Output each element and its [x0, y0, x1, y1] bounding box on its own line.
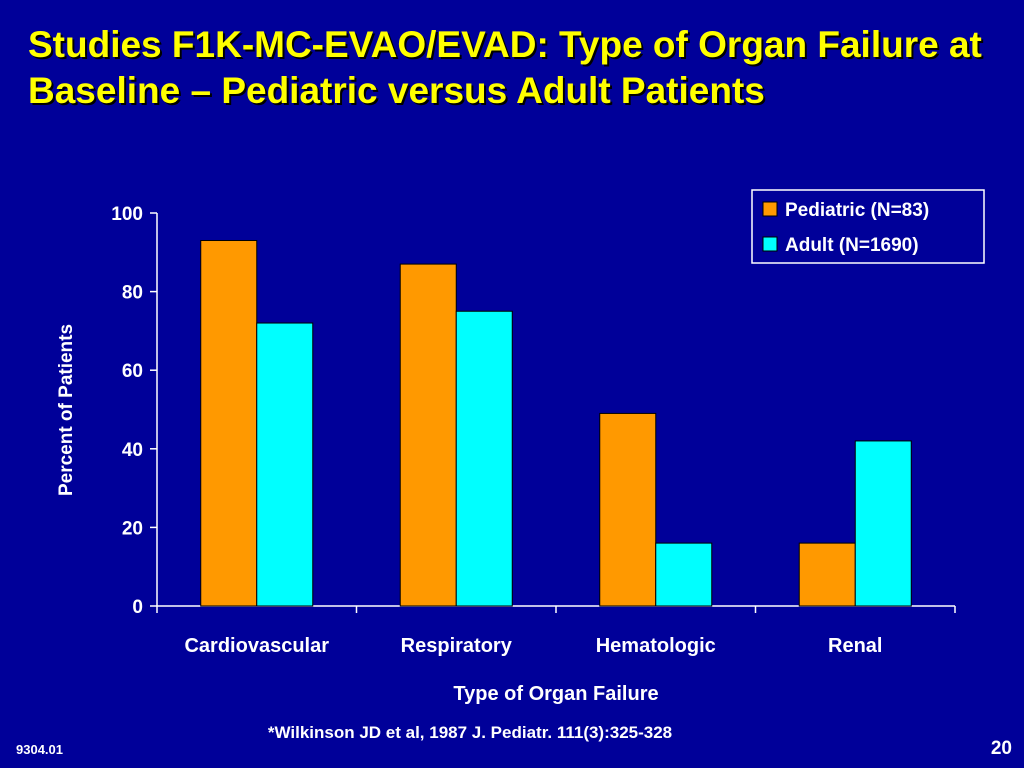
bar-pediatric-renal [798, 542, 856, 607]
y-tick-label: 100 [111, 204, 143, 225]
y-tick-label: 80 [122, 283, 143, 304]
y-axis-label: Percent of Patients [56, 324, 77, 496]
bar-pediatric-respiratory [399, 263, 457, 607]
x-axis: Cardiovascular Respiratory Hematologic Rena… [156, 605, 956, 657]
x-tick-label: Cardiovascular [184, 635, 329, 657]
bar-adult-renal [854, 440, 912, 607]
bar-adult-cardiovascular [256, 322, 314, 607]
x-tick-label: Renal [828, 635, 882, 657]
y-axis: 0 20 40 60 80 100 [111, 204, 158, 618]
bars-group [200, 240, 912, 607]
bar-adult-hematologic [655, 542, 713, 607]
slide-number: 20 [990, 738, 1012, 759]
legend-swatch-pediatric [762, 201, 778, 217]
bar-adult-respiratory [455, 310, 513, 607]
legend-box [751, 189, 985, 264]
x-axis-label: Type of Organ Failure [453, 683, 658, 705]
y-tick-label: 20 [122, 518, 143, 539]
y-tick-label: 60 [122, 361, 143, 382]
bar-pediatric-cardiovascular [200, 240, 258, 607]
x-tick-label: Hematologic [596, 635, 716, 657]
legend: Pediatric (N=83) Adult (N=1690) [751, 189, 985, 264]
y-tick-label: 40 [122, 440, 143, 461]
bar-pediatric-hematologic [599, 412, 657, 607]
x-tick-label: Respiratory [401, 635, 513, 657]
slide-title: Studies F1K-MC-EVAO/EVAD: Type of Organ … [28, 24, 982, 111]
citation: *Wilkinson JD et al, 1987 J. Pediatr. 11… [267, 723, 673, 742]
slide-code: 9304.01 [16, 742, 63, 757]
y-tick-label: 0 [132, 597, 143, 618]
legend-swatch-adult [762, 236, 778, 252]
legend-label-adult: Adult (N=1690) [785, 235, 919, 256]
legend-label-pediatric: Pediatric (N=83) [785, 200, 929, 221]
